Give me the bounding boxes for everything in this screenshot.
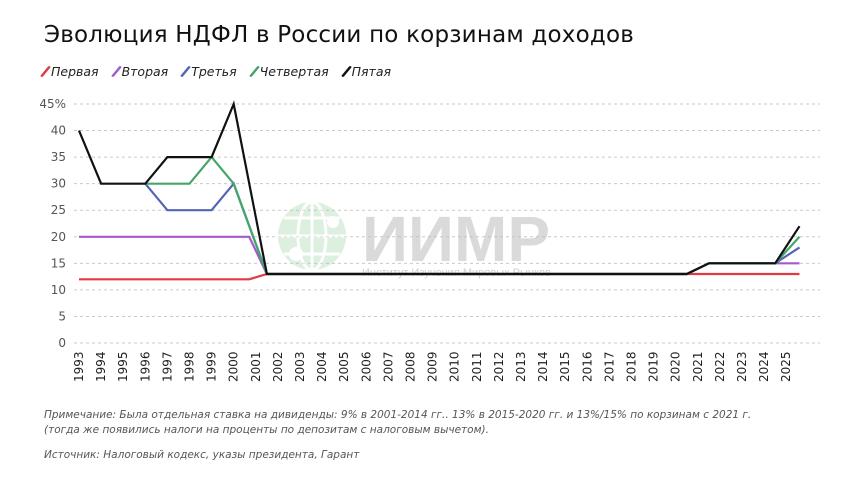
x-tick-label: 2004 [315, 351, 329, 382]
x-tick-label: 1999 [205, 351, 219, 382]
legend-item-fifth: Пятая [340, 64, 392, 79]
x-tick-label: 2011 [470, 351, 484, 382]
y-tick-label: 15 [51, 256, 66, 270]
legend-label: Третья [191, 64, 237, 79]
x-tick-label: 1994 [94, 351, 108, 382]
line-chart: ИИМР Институт Изучения Мировых Рынков 0 5… [39, 97, 820, 382]
y-tick-label: 20 [51, 230, 66, 244]
x-tick-label: 2019 [647, 351, 661, 382]
x-tick-label: 2015 [558, 351, 572, 382]
x-tick-label: 1993 [72, 351, 86, 382]
legend-label: Вторая [121, 64, 169, 79]
y-tick-label: 40 [51, 124, 66, 138]
y-tick-label: 5 [58, 309, 66, 323]
legend-label: Первая [51, 64, 99, 79]
x-tick-label: 2006 [359, 351, 373, 382]
note-line-2: (тогда же появились налоги на проценты п… [44, 424, 489, 436]
x-tick-label: 2018 [625, 351, 639, 382]
x-tick-label: 2001 [249, 351, 263, 382]
x-axis-ticks: 1993 1994 1995 1996 1997 1998 1999 2000 2001 2002… [72, 351, 793, 382]
x-tick-label: 2012 [492, 351, 506, 382]
x-tick-label: 2022 [713, 351, 727, 382]
x-tick-label: 2023 [735, 351, 749, 382]
x-tick-label: 2013 [514, 351, 528, 382]
x-tick-label: 2002 [271, 351, 285, 382]
x-tick-label: 1997 [160, 351, 174, 382]
legend: Первая Вторая Третья Четвертая Пятая [40, 64, 392, 79]
x-tick-label: 2008 [404, 351, 418, 382]
x-tick-label: 2025 [779, 351, 793, 382]
x-tick-label: 2003 [293, 351, 307, 382]
legend-item-third: Третья [180, 64, 237, 79]
svg-text:ИИМР: ИИМР [362, 203, 550, 275]
x-tick-label: 1998 [183, 351, 197, 382]
y-axis-ticks: 0 5 10 15 20 25 30 35 40 45% [39, 97, 66, 350]
x-tick-label: 2014 [536, 351, 550, 382]
x-tick-label: 2005 [337, 351, 351, 382]
x-tick-label: 2024 [757, 351, 771, 382]
gridlines [74, 103, 820, 344]
y-tick-label: 25 [51, 203, 66, 217]
x-tick-label: 2010 [448, 351, 462, 382]
y-tick-label: 35 [51, 150, 66, 164]
y-tick-label: 30 [51, 177, 66, 191]
legend-label: Четвертая [259, 64, 329, 79]
legend-label: Пятая [351, 64, 392, 79]
chart-note: Примечание: Была отдельная ставка на див… [44, 408, 751, 438]
series-lines [77, 100, 801, 281]
x-tick-label: 2016 [580, 351, 594, 382]
legend-item-second: Вторая [110, 64, 169, 79]
x-tick-label: 1995 [116, 351, 130, 382]
legend-item-first: Первая [40, 64, 99, 79]
y-tick-label: 0 [58, 336, 66, 350]
chart-title: Эволюция НДФЛ в России по корзинам доход… [44, 22, 635, 48]
note-line-1: Примечание: Была отдельная ставка на див… [44, 409, 752, 421]
y-tick-label: 10 [51, 283, 66, 297]
series-line [77, 100, 801, 276]
chart-source: Источник: Налоговый кодекс, указы презид… [44, 449, 360, 461]
x-tick-label: 2021 [691, 351, 705, 382]
x-tick-label: 2000 [227, 351, 241, 382]
legend-item-fourth: Четвертая [248, 64, 329, 79]
globe-logo-icon [278, 200, 346, 272]
x-tick-label: 1996 [138, 351, 152, 382]
x-tick-label: 2009 [426, 351, 440, 382]
y-tick-label: 45% [39, 97, 66, 111]
x-tick-label: 2020 [669, 351, 683, 382]
x-tick-label: 2007 [381, 351, 395, 382]
watermark: ИИМР Институт Изучения Мировых Рынков [278, 200, 551, 279]
x-tick-label: 2017 [602, 351, 616, 382]
